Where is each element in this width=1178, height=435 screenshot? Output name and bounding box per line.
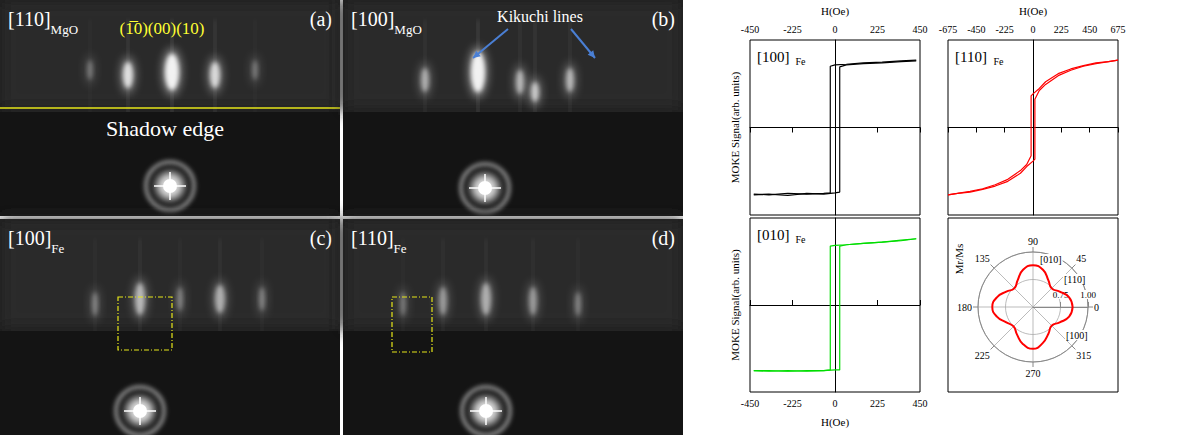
svg-text:[100]: [100]	[1066, 330, 1088, 341]
svg-text:Fe: Fe	[796, 56, 807, 67]
svg-text:0: 0	[1094, 302, 1099, 313]
svg-text:H(Oe): H(Oe)	[1019, 5, 1047, 18]
svg-text:0: 0	[1031, 24, 1036, 35]
svg-text:180: 180	[957, 302, 972, 313]
svg-text:H(Oe): H(Oe)	[821, 5, 849, 18]
svg-text:[100]: [100]	[757, 49, 790, 65]
svg-text:270: 270	[1026, 368, 1041, 379]
svg-text:-450: -450	[967, 24, 985, 35]
svg-text:-675: -675	[939, 24, 957, 35]
svg-text:0: 0	[833, 398, 838, 409]
svg-text:Mr/Ms: Mr/Ms	[953, 244, 965, 275]
svg-text:Fe: Fe	[796, 234, 807, 245]
svg-text:[110]: [110]	[955, 49, 987, 65]
svg-text:Kikuchi lines: Kikuchi lines	[497, 8, 583, 25]
svg-text:-450: -450	[741, 24, 759, 35]
svg-text:[100]Fe: [100]Fe	[8, 227, 65, 256]
svg-text:(1̅0)(00)(10): (1̅0)(00)(10)	[120, 19, 205, 38]
svg-text:(a): (a)	[310, 8, 332, 31]
svg-text:[110]: [110]	[1064, 274, 1085, 285]
svg-text:-225: -225	[783, 24, 801, 35]
svg-text:450: 450	[913, 24, 928, 35]
svg-text:225: 225	[1054, 24, 1069, 35]
svg-text:135: 135	[975, 253, 990, 264]
svg-text:[110]Fe: [110]Fe	[351, 227, 407, 256]
svg-text:0.75: 0.75	[1052, 289, 1069, 300]
svg-text:225: 225	[870, 24, 885, 35]
svg-text:MOKE Signal(arb. units): MOKE Signal(arb. units)	[729, 249, 742, 361]
svg-text:-225: -225	[783, 398, 801, 409]
svg-text:-450: -450	[741, 398, 759, 409]
svg-text:(c): (c)	[310, 227, 332, 250]
svg-text:[100]MgO: [100]MgO	[351, 8, 422, 37]
svg-text:675: 675	[1111, 24, 1126, 35]
svg-text:(d): (d)	[652, 227, 675, 250]
svg-text:[110]MgO: [110]MgO	[8, 8, 78, 37]
svg-text:45: 45	[1076, 253, 1086, 264]
svg-text:0: 0	[833, 24, 838, 35]
svg-text:MOKE Signal(arb. units): MOKE Signal(arb. units)	[729, 71, 742, 183]
svg-text:315: 315	[1076, 350, 1091, 361]
svg-text:H(Oe): H(Oe)	[821, 416, 849, 429]
svg-text:225: 225	[975, 350, 990, 361]
svg-text:450: 450	[1082, 24, 1097, 35]
svg-text:Shadow edge: Shadow edge	[106, 116, 224, 141]
svg-text:(b): (b)	[652, 8, 675, 31]
svg-text:[010]: [010]	[1040, 254, 1062, 265]
svg-text:Fe: Fe	[994, 56, 1005, 67]
svg-text:90: 90	[1028, 236, 1038, 247]
svg-text:[010]: [010]	[757, 227, 790, 243]
svg-text:-225: -225	[995, 24, 1013, 35]
svg-text:450: 450	[913, 398, 928, 409]
svg-text:225: 225	[870, 398, 885, 409]
svg-text:1.00: 1.00	[1080, 290, 1096, 300]
